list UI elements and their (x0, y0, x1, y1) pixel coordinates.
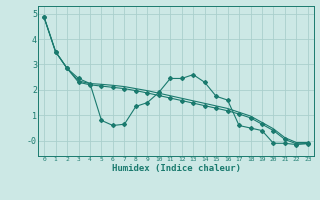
X-axis label: Humidex (Indice chaleur): Humidex (Indice chaleur) (111, 164, 241, 173)
